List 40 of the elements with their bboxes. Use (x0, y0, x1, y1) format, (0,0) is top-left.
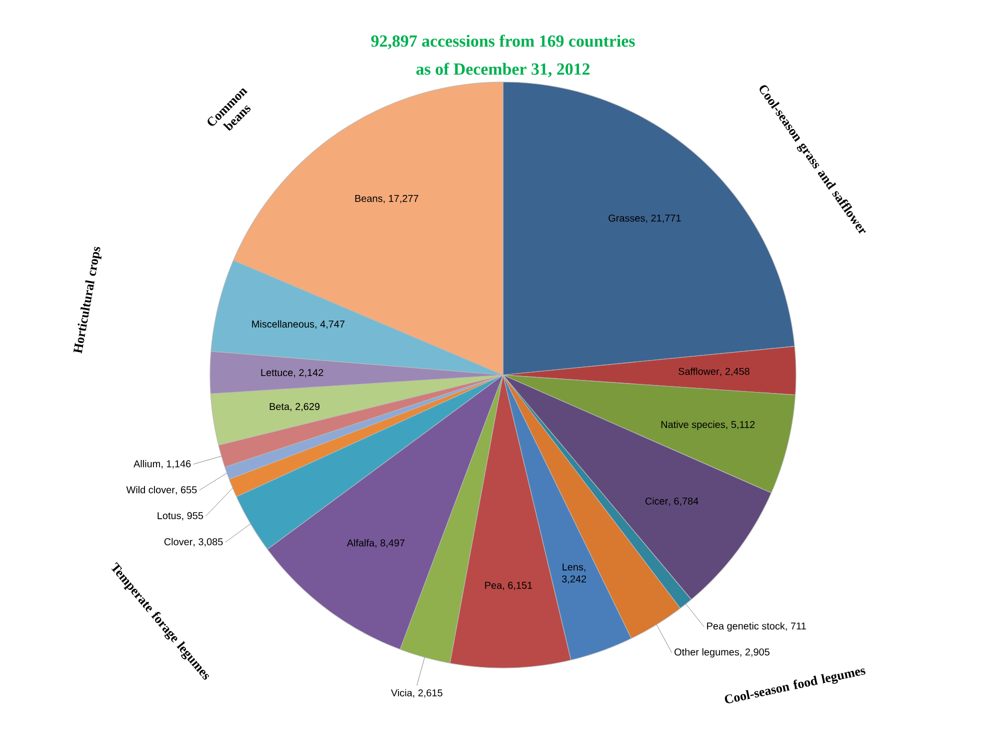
data-label: , 4,747 (315, 320, 344, 329)
slice-label: Native species (661, 420, 726, 430)
text: Cool-season food legumes (724, 668, 866, 704)
data-label: , 955 (182, 512, 204, 520)
chart-title: 92,897 accessions from 169 countries (371, 34, 635, 50)
slice-label: Lotus (158, 512, 181, 520)
slice-label: Lettuce (261, 369, 293, 376)
data-label: , 2,458 (720, 368, 750, 376)
slice-label: Beta (270, 403, 290, 410)
slice-label: Alfalfa (346, 539, 375, 546)
slice-label: Wild clover (126, 486, 175, 494)
data-label: , 3,085 (194, 538, 223, 546)
slice-label: Beans (355, 195, 382, 202)
slice-label: Vicia (390, 689, 412, 696)
data-label: , 2,615 (413, 689, 442, 698)
data-label: , 711 (786, 622, 806, 631)
data-label: , 3,242 (562, 569, 586, 584)
slice-label: Safflower (678, 368, 720, 375)
slice-label: Pea genetic stock (707, 622, 785, 632)
data-label: , 6,151 (502, 582, 532, 590)
data-label: , 8,497 (375, 539, 404, 548)
data-label: , 2,905 (740, 648, 770, 657)
chart-subtitle: as of December 31, 2012 (416, 62, 590, 78)
data-label: , 1,146 (162, 460, 191, 468)
data-label: , 5,112 (726, 421, 755, 430)
slice-label: Miscellaneous (252, 320, 314, 328)
slice-label: Allium (134, 460, 160, 468)
data-label: , 2,629 (290, 403, 320, 412)
slice-label: Other legumes (674, 648, 740, 658)
slice-label: Clover (164, 538, 193, 546)
slice-label: Lens (562, 564, 584, 571)
data-label: , 21,771 (646, 214, 681, 223)
slice-label: Pea (485, 582, 502, 589)
text: Horticultural crops (73, 246, 102, 354)
data-label: , 655 (176, 486, 197, 494)
data-label: , 2,142 (294, 369, 324, 378)
slice-label: Grasses (608, 214, 645, 222)
data-label: , 17,277 (384, 194, 418, 204)
slice-label: Cicer (645, 497, 668, 505)
data-label: , 6,784 (669, 498, 698, 506)
